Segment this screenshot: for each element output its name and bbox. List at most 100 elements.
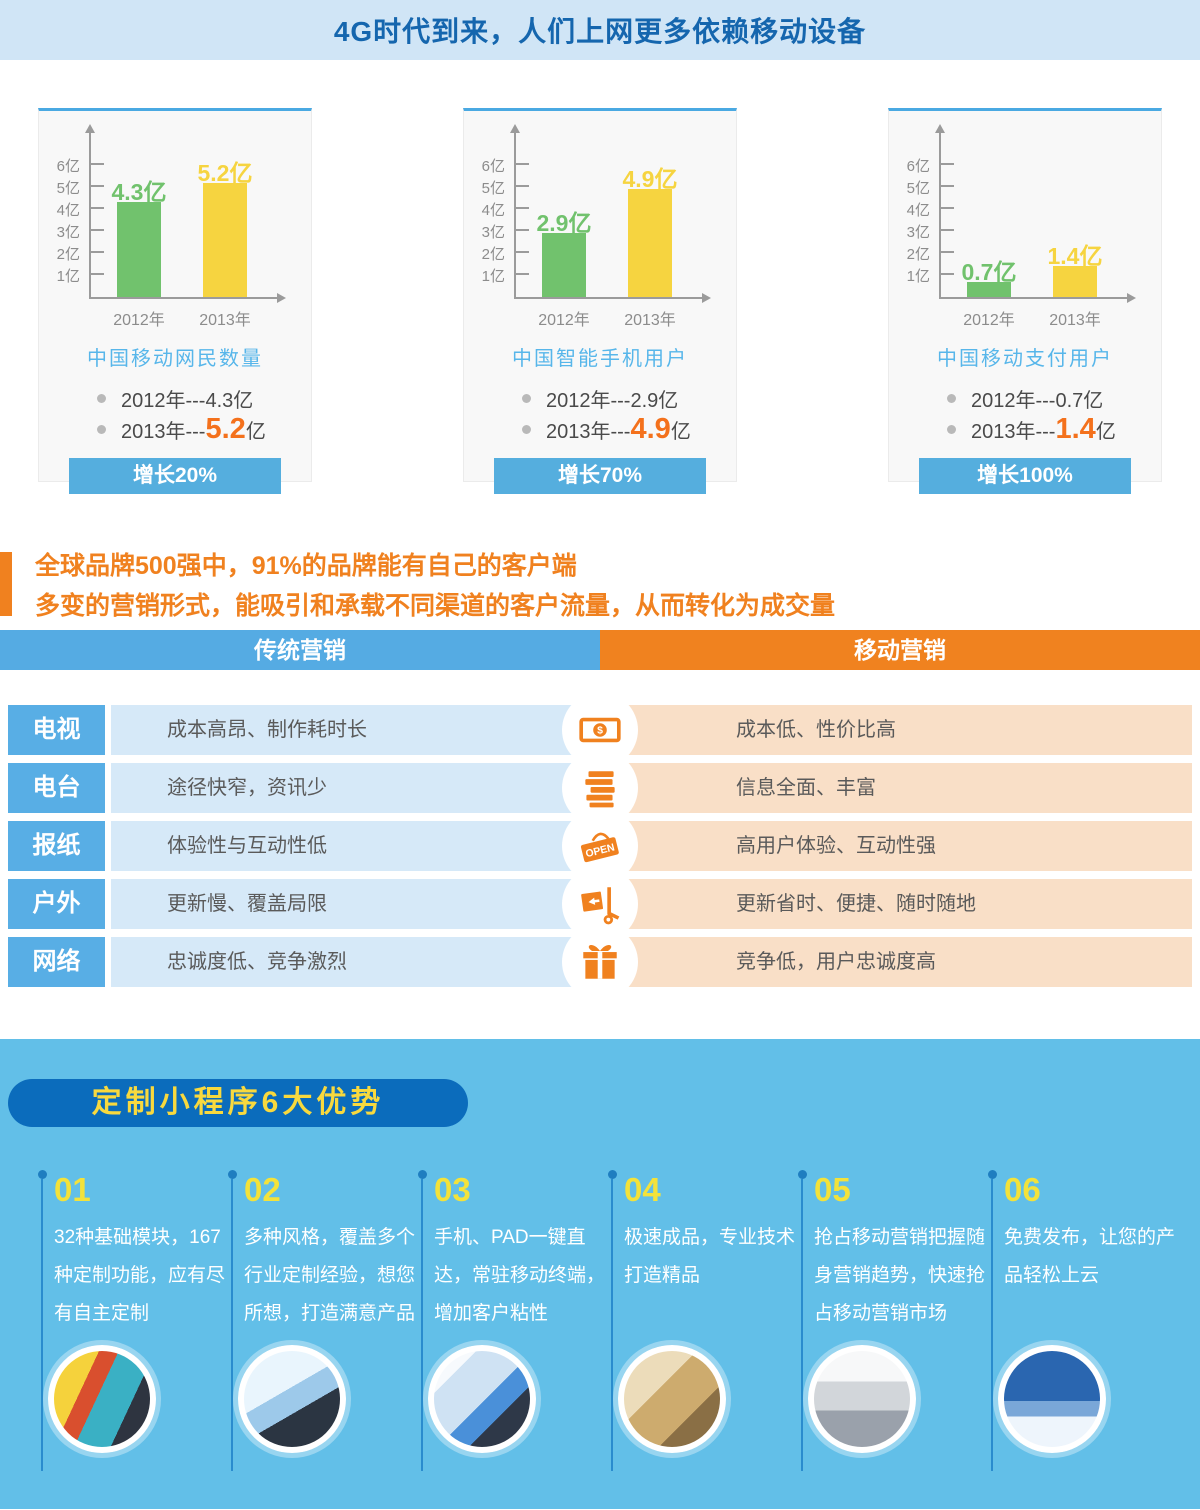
bar-value-label: 5.2亿: [197, 160, 253, 186]
x-tick-label: 2013年: [624, 312, 676, 329]
timeline-dot-icon: [608, 1170, 617, 1179]
legend-highlight-value: 4.9: [630, 413, 671, 445]
y-axis: [514, 133, 516, 297]
legend-text: 2013年---: [971, 421, 1056, 443]
y-tick: [516, 163, 529, 165]
orange-accent-bar: [0, 552, 12, 616]
row-body: 成本高昂、制作耗时长 成本低、性价比高 $: [111, 692, 1192, 768]
bar-value-label: 4.9亿: [622, 166, 678, 192]
table-row-internet: 网络 忠诚度低、竞争激烈 竞争低，用户忠诚度高: [8, 924, 1192, 1000]
traditional-cell: 途径快窄，资讯少: [111, 763, 600, 813]
advantage-item-2: 02 多种风格，覆盖多个行业定制经验，想您所想，打造满意产品: [228, 1167, 421, 1471]
y-tick-label: 1亿: [481, 268, 505, 285]
legend-highlight-value: 5.2: [205, 413, 246, 445]
feature-photo-screens: [428, 1345, 536, 1453]
legend-item: 2012年---4.3亿: [97, 383, 311, 414]
feature-photo-laptop: [238, 1345, 346, 1453]
growth-badge: 增长20%: [69, 458, 281, 494]
legend-highlight-value: 1.4: [1055, 413, 1096, 445]
bar: [1053, 266, 1097, 297]
y-tick: [516, 229, 529, 231]
y-tick-label: 2亿: [906, 246, 930, 263]
y-tick-label: 6亿: [481, 158, 505, 175]
page-title: 4G时代到来，人们上网更多依赖移动设备: [333, 16, 867, 47]
advantage-item-4: 04 极速成品，专业技术打造精品: [608, 1167, 801, 1471]
advantage-text: 32种基础模块，167种定制功能，应有尽有自主定制: [54, 1227, 226, 1324]
row-body: 忠诚度低、竞争激烈 竞争低，用户忠诚度高: [111, 924, 1192, 1000]
y-tick-label: 2亿: [56, 246, 80, 263]
y-tick-label: 5亿: [481, 180, 505, 197]
timeline-dot-icon: [798, 1170, 807, 1179]
x-axis-arrow-icon: [702, 293, 711, 303]
y-tick-label: 3亿: [481, 224, 505, 241]
comparison-header: 传统营销 移动营销: [0, 630, 1200, 670]
bullet-dot-icon: [97, 394, 106, 403]
advantage-number: 04: [624, 1171, 661, 1208]
traditional-marketing-header: 传统营销: [0, 630, 600, 670]
chart-legend: 2012年---0.7亿 2013年--- 1.4 亿: [947, 383, 1161, 445]
advantage-item-1: 01 32种基础模块，167种定制功能，应有尽有自主定制: [38, 1167, 231, 1471]
chart-title: 中国移动支付用户: [937, 348, 1113, 370]
y-tick: [941, 207, 954, 209]
row-body: 体验性与互动性低 高用户体验、互动性强 OPEN: [111, 808, 1192, 884]
bar: [542, 233, 586, 297]
legend-item: 2013年--- 4.9 亿: [522, 414, 736, 445]
x-axis: [939, 297, 1129, 299]
y-tick: [516, 185, 529, 187]
bullet-dot-icon: [947, 425, 956, 434]
bar: [967, 282, 1011, 297]
chart-card-smartphone-users: 1亿 2亿 3亿 4亿 5亿 6亿 2.9亿 2012年 4.9亿 2013年 中国智能手机用户 …: [463, 108, 737, 494]
feature-photo-cloud: [998, 1345, 1106, 1453]
legend-text: 2012年---4.3亿: [121, 390, 254, 412]
row-body: 途径快窄，资讯少 信息全面、丰富: [111, 750, 1192, 826]
timeline-line: [801, 1179, 803, 1471]
y-tick: [516, 251, 529, 253]
table-row-tv: 电视 成本高昂、制作耗时长 成本低、性价比高 $: [8, 692, 1192, 768]
x-axis: [89, 297, 279, 299]
mobile-cell: 成本低、性价比高: [600, 705, 1192, 755]
feature-photo-people: [808, 1345, 916, 1453]
x-tick-label: 2012年: [538, 312, 590, 329]
advantages-list: 01 32种基础模块，167种定制功能，应有尽有自主定制 02 多种风格，覆盖多…: [0, 1167, 1200, 1471]
comparison-table: 电视 成本高昂、制作耗时长 成本低、性价比高 $ 电台 途径快窄，资讯少 信息全…: [0, 692, 1200, 1000]
svg-text:$: $: [597, 726, 603, 737]
y-tick-label: 1亿: [906, 268, 930, 285]
y-axis: [89, 133, 91, 297]
x-tick-label: 2012年: [963, 312, 1015, 329]
legend-item: 2013年--- 1.4 亿: [947, 414, 1161, 445]
legend-text: 亿: [670, 421, 691, 443]
bar: [628, 189, 672, 297]
x-tick-label: 2013年: [1049, 312, 1101, 329]
feature-photo-devices: [48, 1345, 156, 1453]
y-tick-label: 2亿: [481, 246, 505, 263]
bar-value-label: 1.4亿: [1047, 243, 1103, 269]
timeline-line: [41, 1179, 43, 1471]
bullet-dot-icon: [97, 425, 106, 434]
legend-item: 2013年--- 5.2 亿: [97, 414, 311, 445]
legend-text: 2012年---0.7亿: [971, 390, 1104, 412]
gift-icon: [562, 924, 638, 1000]
bar-chart: 1亿 2亿 3亿 4亿 5亿 6亿 0.7亿 2012年 1.4亿 2013年: [889, 121, 1161, 329]
advantages-title-pill: 定制小程序6大优势: [8, 1079, 468, 1127]
y-tick: [516, 273, 529, 275]
row-label: 网络: [8, 937, 105, 987]
y-tick: [941, 229, 954, 231]
advantage-number: 03: [434, 1171, 471, 1208]
mobile-marketing-header: 移动营销: [600, 630, 1200, 670]
advantage-text: 免费发布，让您的产品轻松上云: [1004, 1227, 1176, 1286]
y-tick-label: 3亿: [56, 224, 80, 241]
growth-badge: 增长70%: [494, 458, 706, 494]
y-tick: [941, 163, 954, 165]
advantage-number: 02: [244, 1171, 281, 1208]
chart-title: 中国移动网民数量: [87, 348, 263, 370]
chart-card-mobile-payment-users: 1亿 2亿 3亿 4亿 5亿 6亿 0.7亿 2012年 1.4亿 2013年 中国移动支付用户 …: [888, 108, 1162, 494]
y-tick: [91, 207, 104, 209]
bar-value-label: 4.3亿: [111, 179, 167, 205]
bar: [117, 202, 161, 297]
advantage-item-6: 06 免费发布，让您的产品轻松上云: [988, 1167, 1181, 1471]
chart-title: 中国智能手机用户: [512, 348, 688, 370]
y-tick: [941, 273, 954, 275]
timeline-line: [231, 1179, 233, 1471]
y-tick-label: 1亿: [56, 268, 80, 285]
y-tick-label: 6亿: [56, 158, 80, 175]
